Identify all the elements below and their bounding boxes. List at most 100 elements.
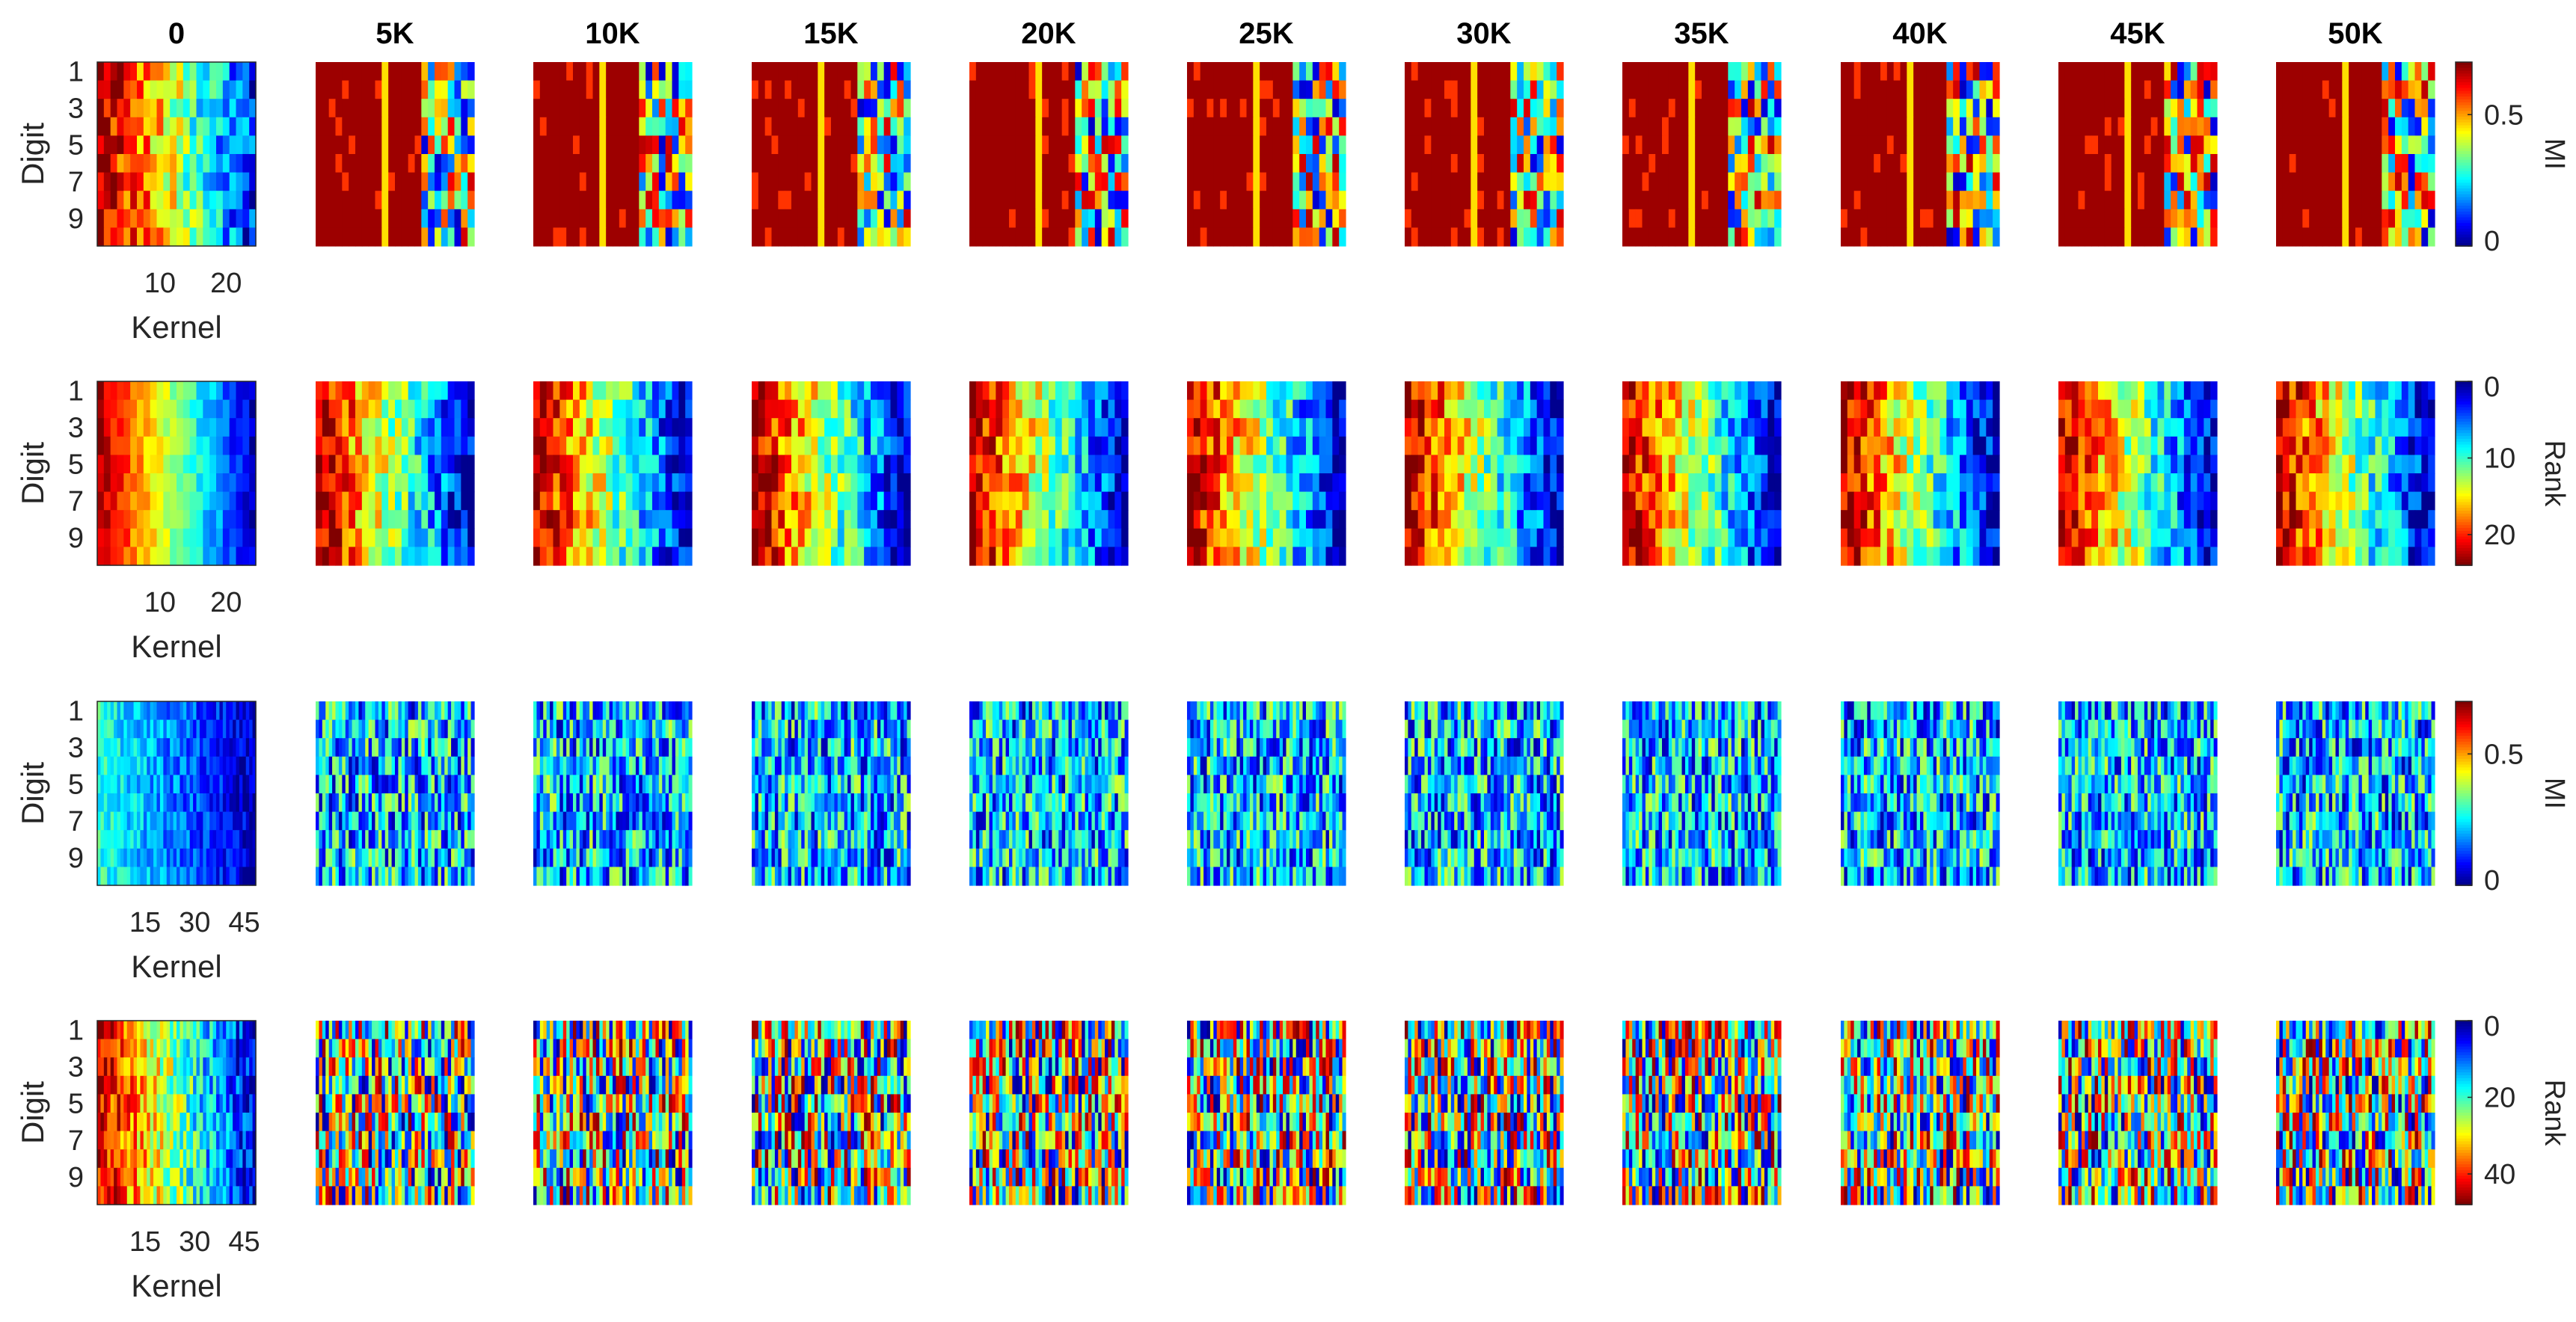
heatmap-cell — [606, 227, 613, 246]
heatmap-cell — [441, 135, 448, 154]
heatmap-cell — [1029, 62, 1036, 81]
heatmap-cell — [877, 227, 884, 246]
heatmap-cell — [897, 227, 904, 246]
heatmap-cell — [1636, 191, 1643, 209]
heatmap-cell — [805, 154, 812, 173]
heatmap-cell — [857, 99, 864, 117]
heatmap-cell — [659, 154, 666, 173]
heatmap-cell — [1187, 209, 1194, 228]
heatmap-cell — [111, 135, 117, 154]
heatmap-cell — [1049, 154, 1055, 173]
heatmap-cell — [1669, 209, 1675, 228]
heatmap-cell — [316, 135, 322, 154]
heatmap-cell — [123, 154, 130, 173]
heatmap-cell — [1451, 62, 1458, 81]
heatmap-cell — [758, 135, 765, 154]
heatmap-cell — [428, 62, 435, 81]
heatmap-cell — [1629, 117, 1636, 136]
heatmap-cell — [1207, 99, 1214, 117]
heatmap-cell — [336, 227, 343, 246]
heatmap-cell — [1557, 117, 1563, 136]
heatmap-cell — [1735, 99, 1741, 117]
heatmap-cell — [1649, 117, 1655, 136]
heatmap-cell — [362, 99, 369, 117]
heatmap-cell — [170, 209, 177, 228]
heatmap-cell — [1537, 209, 1544, 228]
heatmap-cell — [672, 99, 679, 117]
heatmap-cell — [547, 154, 553, 173]
heatmap-cell — [1544, 154, 1551, 173]
heatmap-cell — [1102, 227, 1108, 246]
heatmap-cell — [1649, 209, 1655, 228]
heatmap-cell — [559, 62, 566, 81]
heatmap-cell — [818, 135, 824, 154]
heatmap-cell — [1260, 62, 1266, 81]
heatmap-cell — [216, 209, 223, 228]
heatmap-cell — [467, 117, 474, 136]
heatmap-cell — [1557, 135, 1563, 154]
heatmap-cell — [137, 173, 144, 191]
heatmap-cell — [1629, 173, 1636, 191]
heatmap-cell — [791, 191, 798, 209]
heatmap-cell — [851, 173, 858, 191]
heatmap-cell — [1035, 191, 1042, 209]
heatmap-cell — [1761, 191, 1768, 209]
heatmap-cell — [798, 135, 805, 154]
heatmap-cell — [1002, 191, 1009, 209]
heatmap-cell — [1062, 81, 1069, 99]
heatmap-cell — [1458, 154, 1465, 173]
heatmap-cell — [461, 173, 467, 191]
heatmap-cell — [1207, 154, 1214, 173]
heatmap-cell — [1114, 117, 1121, 136]
heatmap-cell — [1458, 227, 1465, 246]
heatmap-cell — [613, 99, 619, 117]
heatmap-cell — [435, 209, 441, 228]
heatmap-cell — [1517, 227, 1524, 246]
heatmap-cell — [1220, 81, 1227, 99]
heatmap-cell — [1504, 154, 1511, 173]
heatmap-cell — [672, 117, 679, 136]
heatmap-cell — [455, 99, 461, 117]
heatmap-cell — [573, 191, 580, 209]
heatmap-cell — [1497, 173, 1504, 191]
heatmap-cell — [553, 154, 560, 173]
heatmap-cell — [1280, 173, 1287, 191]
heatmap-cell — [1682, 173, 1689, 191]
heatmap-cell — [1702, 135, 1708, 154]
heatmap-cell — [1504, 191, 1511, 209]
heatmap-cell — [441, 173, 448, 191]
heatmap-cell — [163, 209, 170, 228]
heatmap-cell — [1339, 173, 1346, 191]
heatmap-cell — [1273, 62, 1280, 81]
heatmap-cell — [1260, 135, 1266, 154]
heatmap-cell — [190, 209, 197, 228]
heatmap-cell — [381, 209, 388, 228]
heatmap-cell — [1187, 227, 1194, 246]
heatmap-cell — [130, 227, 137, 246]
heatmap-cell — [467, 173, 474, 191]
heatmap-cell — [1207, 191, 1214, 209]
heatmap-cell — [1728, 81, 1735, 99]
heatmap-cell — [97, 135, 104, 154]
heatmap-cell — [1075, 99, 1082, 117]
heatmap-cell — [606, 81, 613, 99]
heatmap-cell — [183, 117, 190, 136]
heatmap-cell — [891, 173, 898, 191]
column-title-15K: 15K — [803, 17, 858, 50]
heatmap-cell — [117, 99, 124, 117]
heatmap-cell — [1418, 81, 1425, 99]
heatmap-cell — [593, 227, 600, 246]
heatmap-cell — [144, 227, 150, 246]
heatmap-cell — [805, 135, 812, 154]
heatmap-cell — [1260, 81, 1266, 99]
heatmap-cell — [375, 99, 382, 117]
heatmap-cell — [1451, 227, 1458, 246]
heatmap-cell — [230, 227, 236, 246]
heatmap-cell — [1669, 191, 1675, 209]
heatmap-cell — [1484, 227, 1491, 246]
heatmap-cell — [1669, 173, 1675, 191]
heatmap-cell — [851, 154, 858, 173]
heatmap-cell — [177, 62, 183, 81]
heatmap-cell — [1662, 62, 1669, 81]
heatmap-cell — [626, 154, 633, 173]
